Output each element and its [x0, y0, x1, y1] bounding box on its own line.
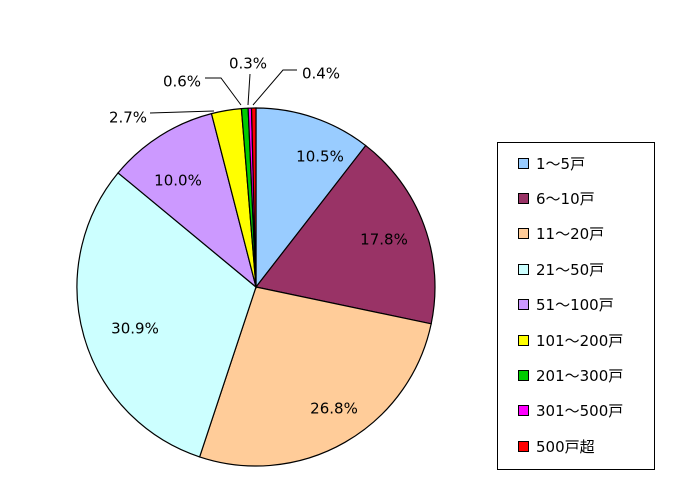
slice-value-label: 0.6%	[163, 73, 201, 91]
chart-legend: 1～5戸 6～10戸 11～20戸 21～50戸 51～100戸 101～200戸 201～…	[497, 142, 655, 470]
legend-swatch	[518, 405, 529, 417]
slice-value-label: 0.3%	[229, 55, 267, 73]
slice-value-label: 10.0%	[154, 172, 202, 190]
legend-item: 6～10戸	[518, 188, 595, 208]
slice-value-label: 0.4%	[302, 65, 340, 83]
legend-label: 101～200戸	[536, 331, 624, 350]
legend-item: 1～5戸	[518, 153, 585, 173]
legend-label: 201～300戸	[536, 366, 624, 385]
legend-item: 500戸超	[518, 436, 595, 456]
legend-item: 301～500戸	[518, 401, 623, 421]
legend-swatch	[518, 192, 529, 204]
pie-slice	[76, 172, 257, 458]
slice-value-label: 30.9%	[111, 320, 159, 338]
legend-label: 6～10戸	[536, 189, 595, 208]
leader-line	[205, 77, 242, 106]
legend-label: 21～50戸	[536, 260, 605, 279]
legend-swatch	[518, 334, 529, 346]
legend-swatch	[518, 440, 529, 452]
legend-swatch	[518, 299, 529, 311]
legend-label: 51～100戸	[536, 296, 614, 315]
legend-item: 11～20戸	[518, 224, 604, 244]
leader-line	[247, 73, 251, 106]
legend-label: 301～500戸	[536, 402, 624, 421]
legend-label: 11～20戸	[536, 225, 605, 244]
legend-swatch	[518, 228, 529, 240]
pie-slice	[254, 144, 436, 325]
pie-slice	[198, 286, 432, 467]
legend-label: 500戸超	[536, 437, 595, 456]
slice-value-label: 17.8%	[360, 231, 408, 249]
legend-item: 51～100戸	[518, 295, 614, 315]
legend-swatch	[518, 157, 529, 169]
pie-slice	[250, 107, 257, 288]
leader-line	[252, 69, 297, 106]
slice-value-label: 26.8%	[310, 400, 358, 418]
legend-swatch	[518, 369, 529, 381]
legend-item: 21～50戸	[518, 259, 604, 279]
slice-value-label: 10.5%	[296, 148, 344, 166]
leader-line	[149, 110, 215, 114]
legend-swatch	[518, 263, 529, 275]
pie-slice	[117, 112, 258, 289]
legend-item: 201～300戸	[518, 365, 623, 385]
pie-slice	[255, 107, 367, 289]
slice-value-label: 2.7%	[109, 109, 147, 127]
legend-label: 1～5戸	[536, 154, 586, 173]
legend-item: 101～200戸	[518, 330, 623, 350]
